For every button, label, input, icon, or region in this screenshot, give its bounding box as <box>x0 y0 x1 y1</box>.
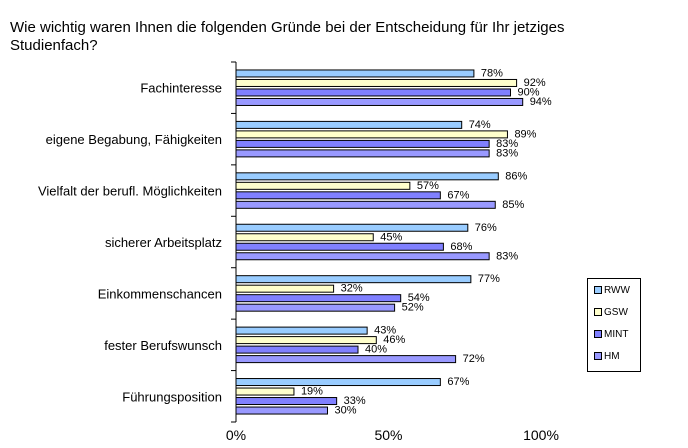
bar-hm <box>235 303 396 312</box>
bar-mint <box>235 88 511 97</box>
x-tick-label: 0% <box>226 427 246 443</box>
bar-mint <box>235 397 338 406</box>
bar-rww <box>235 326 368 335</box>
bar-gsw <box>235 387 295 396</box>
bar-mint <box>235 191 441 200</box>
value-label: 92% <box>524 77 546 89</box>
value-labels-group: 78%92%90%94%74%89%83%83%86%57%67%85%76%4… <box>301 67 552 416</box>
value-label: 67% <box>447 376 469 388</box>
value-label: 72% <box>463 353 485 365</box>
bar-hm <box>235 200 496 209</box>
bar-gsw <box>235 233 374 242</box>
bar-hm <box>235 252 490 261</box>
bar-hm <box>235 97 524 106</box>
value-label: 83% <box>496 138 518 150</box>
value-label: 78% <box>481 67 503 79</box>
bar-mint <box>235 294 402 303</box>
bar-hm <box>235 149 490 158</box>
value-label: 85% <box>502 199 524 211</box>
category-label: Fachinteresse <box>140 81 222 96</box>
value-label: 86% <box>505 170 527 182</box>
bar-rww <box>235 172 499 181</box>
value-label: 43% <box>374 325 396 337</box>
bar-rww <box>235 223 469 232</box>
bar-gsw <box>235 284 335 293</box>
bar-rww <box>235 275 472 284</box>
category-label: Führungsposition <box>122 389 222 404</box>
value-label: 76% <box>475 222 497 234</box>
value-label: 30% <box>335 405 357 417</box>
value-label: 33% <box>344 395 366 407</box>
legend-label: HM <box>604 351 620 362</box>
bar-rww <box>235 69 475 78</box>
legend-item-rww: RWW <box>594 285 630 297</box>
legend-swatch <box>594 286 602 295</box>
value-label: 57% <box>417 180 439 192</box>
legend-swatch <box>594 352 602 361</box>
legend-item-gsw: GSW <box>594 307 628 319</box>
bar-gsw <box>235 130 508 139</box>
category-label: Vielfalt der berufl. Möglichkeiten <box>38 184 222 199</box>
value-label: 40% <box>365 344 387 356</box>
legend: RWW GSW MINT HM <box>587 278 641 372</box>
legend-label: MINT <box>604 329 629 340</box>
value-label: 54% <box>408 292 430 304</box>
bar-gsw <box>235 181 411 190</box>
value-label: 74% <box>469 119 491 131</box>
bar-gsw <box>235 78 518 87</box>
bar-rww <box>235 120 463 129</box>
plot-frame <box>231 61 237 423</box>
chart-title: Wie wichtig waren Ihnen die folgenden Gr… <box>10 19 565 54</box>
value-label: 83% <box>496 147 518 159</box>
legend-item-mint: MINT <box>594 329 628 341</box>
bar-hm <box>235 406 328 415</box>
value-label: 19% <box>301 386 323 398</box>
value-label: 67% <box>447 189 469 201</box>
value-label: 68% <box>450 241 472 253</box>
bar-mint <box>235 345 359 354</box>
bar-mint <box>235 242 444 251</box>
legend-item-hm: HM <box>594 351 620 363</box>
value-label: 83% <box>496 250 518 262</box>
x-tick-label: 100% <box>523 427 559 443</box>
legend-label: GSW <box>604 307 628 318</box>
category-label: fester Berufswunsch <box>104 338 222 353</box>
category-labels-group: Fachinteresse eigene Begabung, Fähigkeite… <box>38 81 222 405</box>
category-label: Einkommenschancen <box>98 286 222 301</box>
value-label: 45% <box>380 231 402 243</box>
value-label: 52% <box>402 302 424 314</box>
category-label: eigene Begabung, Fähigkeiten <box>46 132 222 147</box>
value-label: 46% <box>383 334 405 346</box>
bar-gsw <box>235 336 377 345</box>
value-label: 77% <box>478 273 500 285</box>
bar-mint <box>235 139 490 148</box>
value-label: 32% <box>341 283 363 295</box>
value-label: 89% <box>514 128 536 140</box>
x-tick-label: 50% <box>374 427 402 443</box>
legend-swatch <box>594 330 602 339</box>
bar-hm <box>235 355 457 364</box>
legend-label: RWW <box>604 285 630 296</box>
category-label: sicherer Arbeitsplatz <box>105 235 222 250</box>
bars-group <box>235 69 524 415</box>
value-label: 94% <box>530 96 552 108</box>
bar-rww <box>235 378 441 387</box>
x-tick-labels-group: 0% 50% 100% <box>226 427 559 443</box>
value-label: 90% <box>518 86 540 98</box>
legend-swatch <box>594 308 602 317</box>
